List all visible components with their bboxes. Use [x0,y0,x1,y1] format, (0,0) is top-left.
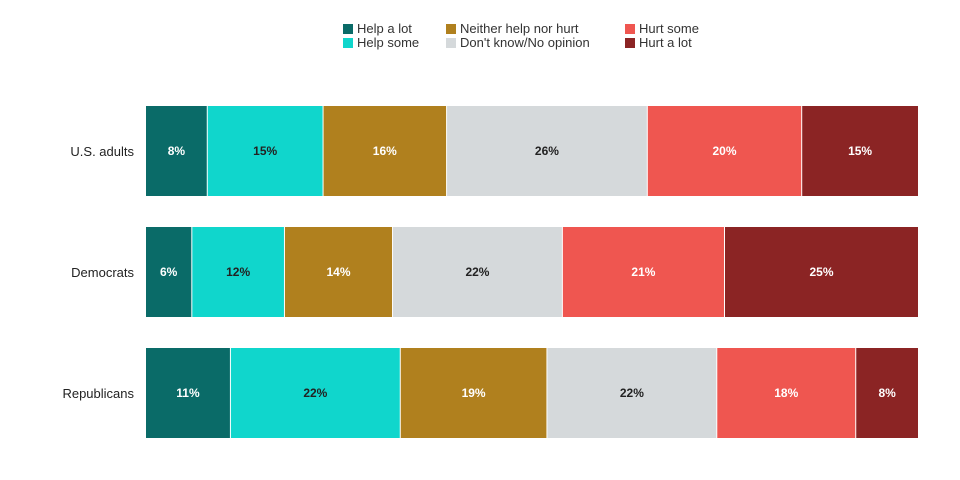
data-label: 19% [462,386,486,400]
bar-row-democrats: Democrats 6% 12% 14% 22% 21% 25% [71,227,918,317]
bar-segment-help-a-lot [146,348,230,438]
data-label: 18% [774,386,798,400]
data-label: 22% [303,386,327,400]
legend-swatch-help-some [343,38,353,48]
data-label: 14% [326,265,350,279]
data-label: 6% [160,265,178,279]
category-label: U.S. adults [70,144,134,159]
bar-segment-hurt-some [717,348,856,438]
data-label: 21% [631,265,655,279]
bar-segment-don-t-know-no-opinion [547,348,717,438]
data-label: 25% [809,265,833,279]
legend-swatch-hurt-a-lot [625,38,635,48]
bar-segment-help-some [192,227,284,317]
data-label: 16% [373,144,397,158]
legend-label-hurt-some: Hurt some [639,21,699,36]
legend-swatch-hurt-some [625,24,635,34]
bar-row-u-s-adults: U.S. adults 8% 15% 16% 26% 20% 15% [70,106,918,196]
category-label: Republicans [62,386,134,401]
data-label: 20% [712,144,736,158]
data-label: 15% [253,144,277,158]
bar-segment-don-t-know-no-opinion [393,227,562,317]
bar-segment-help-a-lot [146,227,192,317]
bar-segment-help-some [207,106,323,196]
bar-segment-help-some [230,348,400,438]
chart-rows: U.S. adults 8% 15% 16% 26% 20% 15% Democrats 6% 1… [62,106,918,438]
bar-segment-neither-help-nor-hurt [323,106,447,196]
bar-row-republicans: Republicans 11% 22% 19% 22% 18% 8% [62,348,918,438]
bar-segment-hurt-a-lot [856,348,918,438]
legend-swatch-help-a-lot [343,24,353,34]
bar-segment-hurt-a-lot [725,227,918,317]
data-label: 15% [848,144,872,158]
data-label: 8% [168,144,186,158]
data-label: 8% [878,386,896,400]
legend-label-help-some: Help some [357,35,419,50]
legend-label-hurt-a-lot: Hurt a lot [639,35,692,50]
legend-swatch-don-t-know-no-opinion [446,38,456,48]
data-label: 11% [176,386,200,400]
bar-segment-neither-help-nor-hurt [400,348,547,438]
data-label: 22% [620,386,644,400]
legend-swatch-neither-help-nor-hurt [446,24,456,34]
legend-label-help-a-lot: Help a lot [357,21,412,36]
bar-segment-hurt-some [647,106,802,196]
data-label: 22% [465,265,489,279]
data-label: 12% [226,265,250,279]
legend-label-neither-help-nor-hurt: Neither help nor hurt [460,21,579,36]
bar-segment-help-a-lot [146,106,207,196]
bar-segment-hurt-a-lot [802,106,918,196]
bar-segment-neither-help-nor-hurt [284,227,393,317]
legend-label-don-t-know-no-opinion: Don't know/No opinion [460,35,590,50]
bar-segment-hurt-some [562,227,724,317]
bar-segment-don-t-know-no-opinion [447,106,647,196]
data-label: 26% [535,144,559,158]
category-label: Democrats [71,265,134,280]
